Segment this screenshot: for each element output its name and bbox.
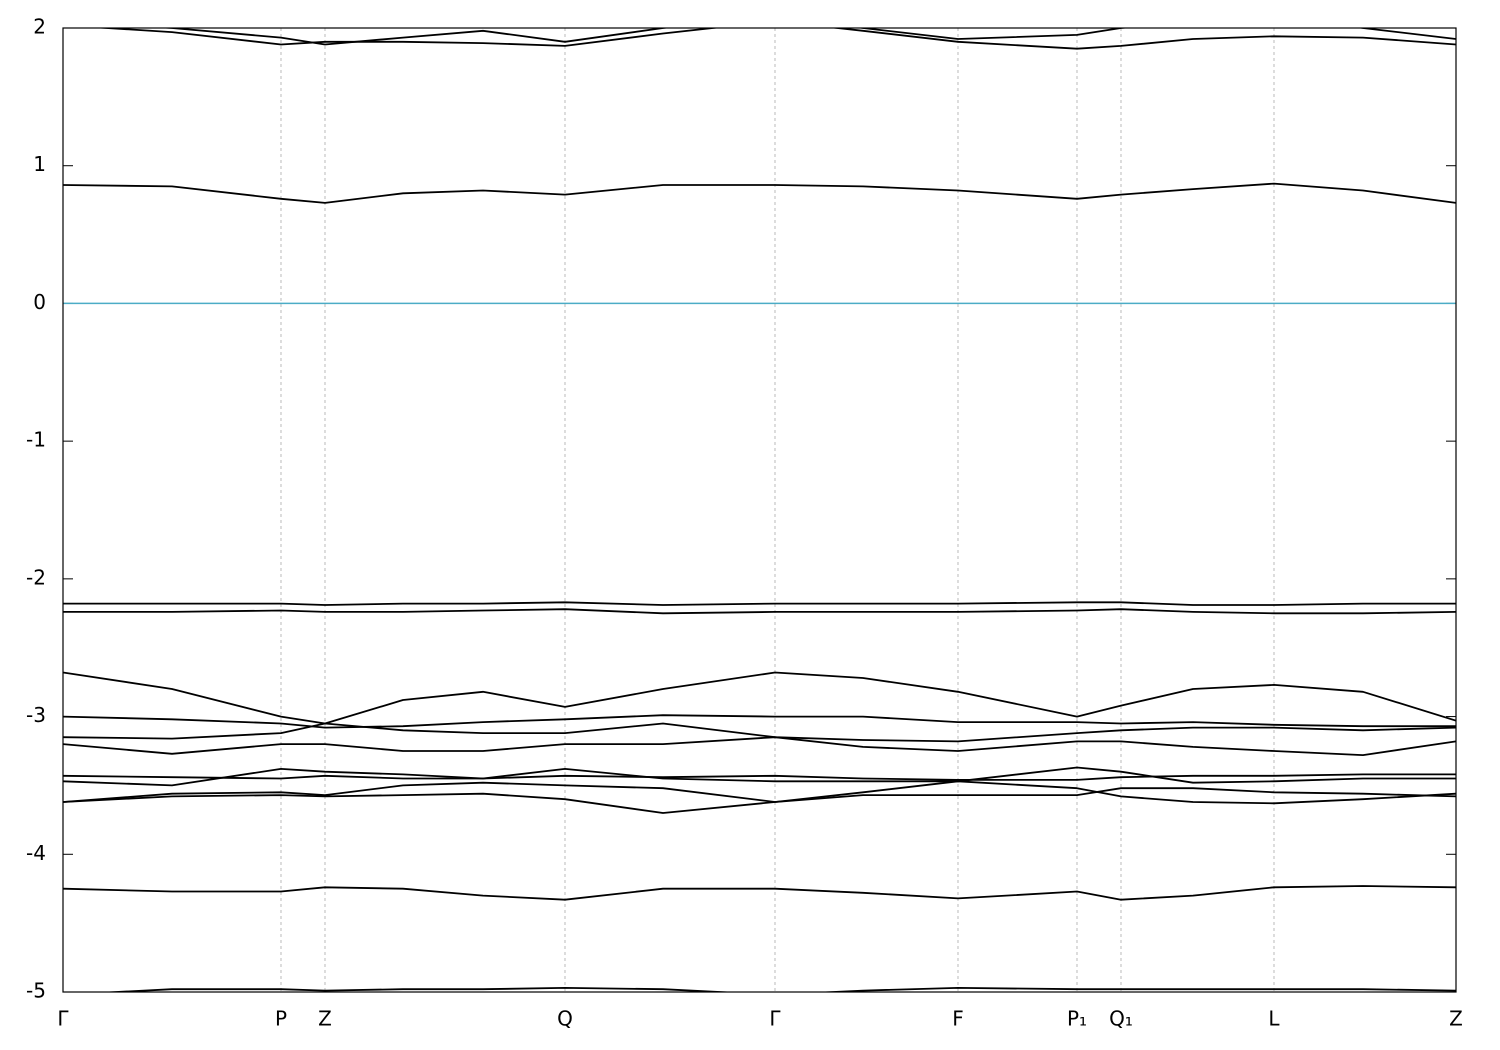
y-tick-label: -5 xyxy=(26,979,46,1003)
y-tick-label: 2 xyxy=(33,15,46,39)
x-tick-label: F xyxy=(952,1007,964,1031)
band-line xyxy=(63,736,1456,756)
x-tick-label: Z xyxy=(1449,1007,1463,1031)
x-tick-label: Γ xyxy=(769,1007,781,1031)
tick-labels: -5 -4 -3 -2 -1 0 1 2 Γ P Z Q Γ F P₁ Q₁ L Z xyxy=(26,15,1463,1031)
plot-frame xyxy=(62,27,1457,993)
x-tick-label: P₁ xyxy=(1067,1007,1087,1031)
band-line xyxy=(63,608,1456,615)
band-line xyxy=(63,787,1456,814)
x-tick-label: P xyxy=(275,1007,287,1031)
y-tick-label: -1 xyxy=(26,428,46,452)
grid xyxy=(62,27,1457,993)
band-line xyxy=(63,766,1456,787)
y-tick-label: -3 xyxy=(26,703,46,727)
band-line xyxy=(63,885,1456,901)
y-tick-label: 0 xyxy=(33,290,46,314)
y-tick-label: -4 xyxy=(26,841,46,865)
x-tick-label: Z xyxy=(318,1007,332,1031)
x-tick-label: L xyxy=(1268,1007,1280,1031)
y-tick-label: -2 xyxy=(26,565,46,589)
x-tick-label: Γ xyxy=(57,1007,69,1031)
band-line xyxy=(157,28,1456,46)
band-line xyxy=(63,714,1456,729)
y-tick-label: 1 xyxy=(33,152,46,176)
band-line xyxy=(63,780,1456,805)
band-line xyxy=(63,601,1456,606)
band-line xyxy=(63,671,1456,725)
x-tick-label: Q xyxy=(557,1007,573,1031)
bands xyxy=(63,28,1456,992)
band-line xyxy=(99,987,1456,992)
band-line xyxy=(63,182,1456,204)
band-line xyxy=(63,773,1456,781)
x-tick-label: Q₁ xyxy=(1109,1007,1133,1031)
band-line xyxy=(92,28,1456,50)
